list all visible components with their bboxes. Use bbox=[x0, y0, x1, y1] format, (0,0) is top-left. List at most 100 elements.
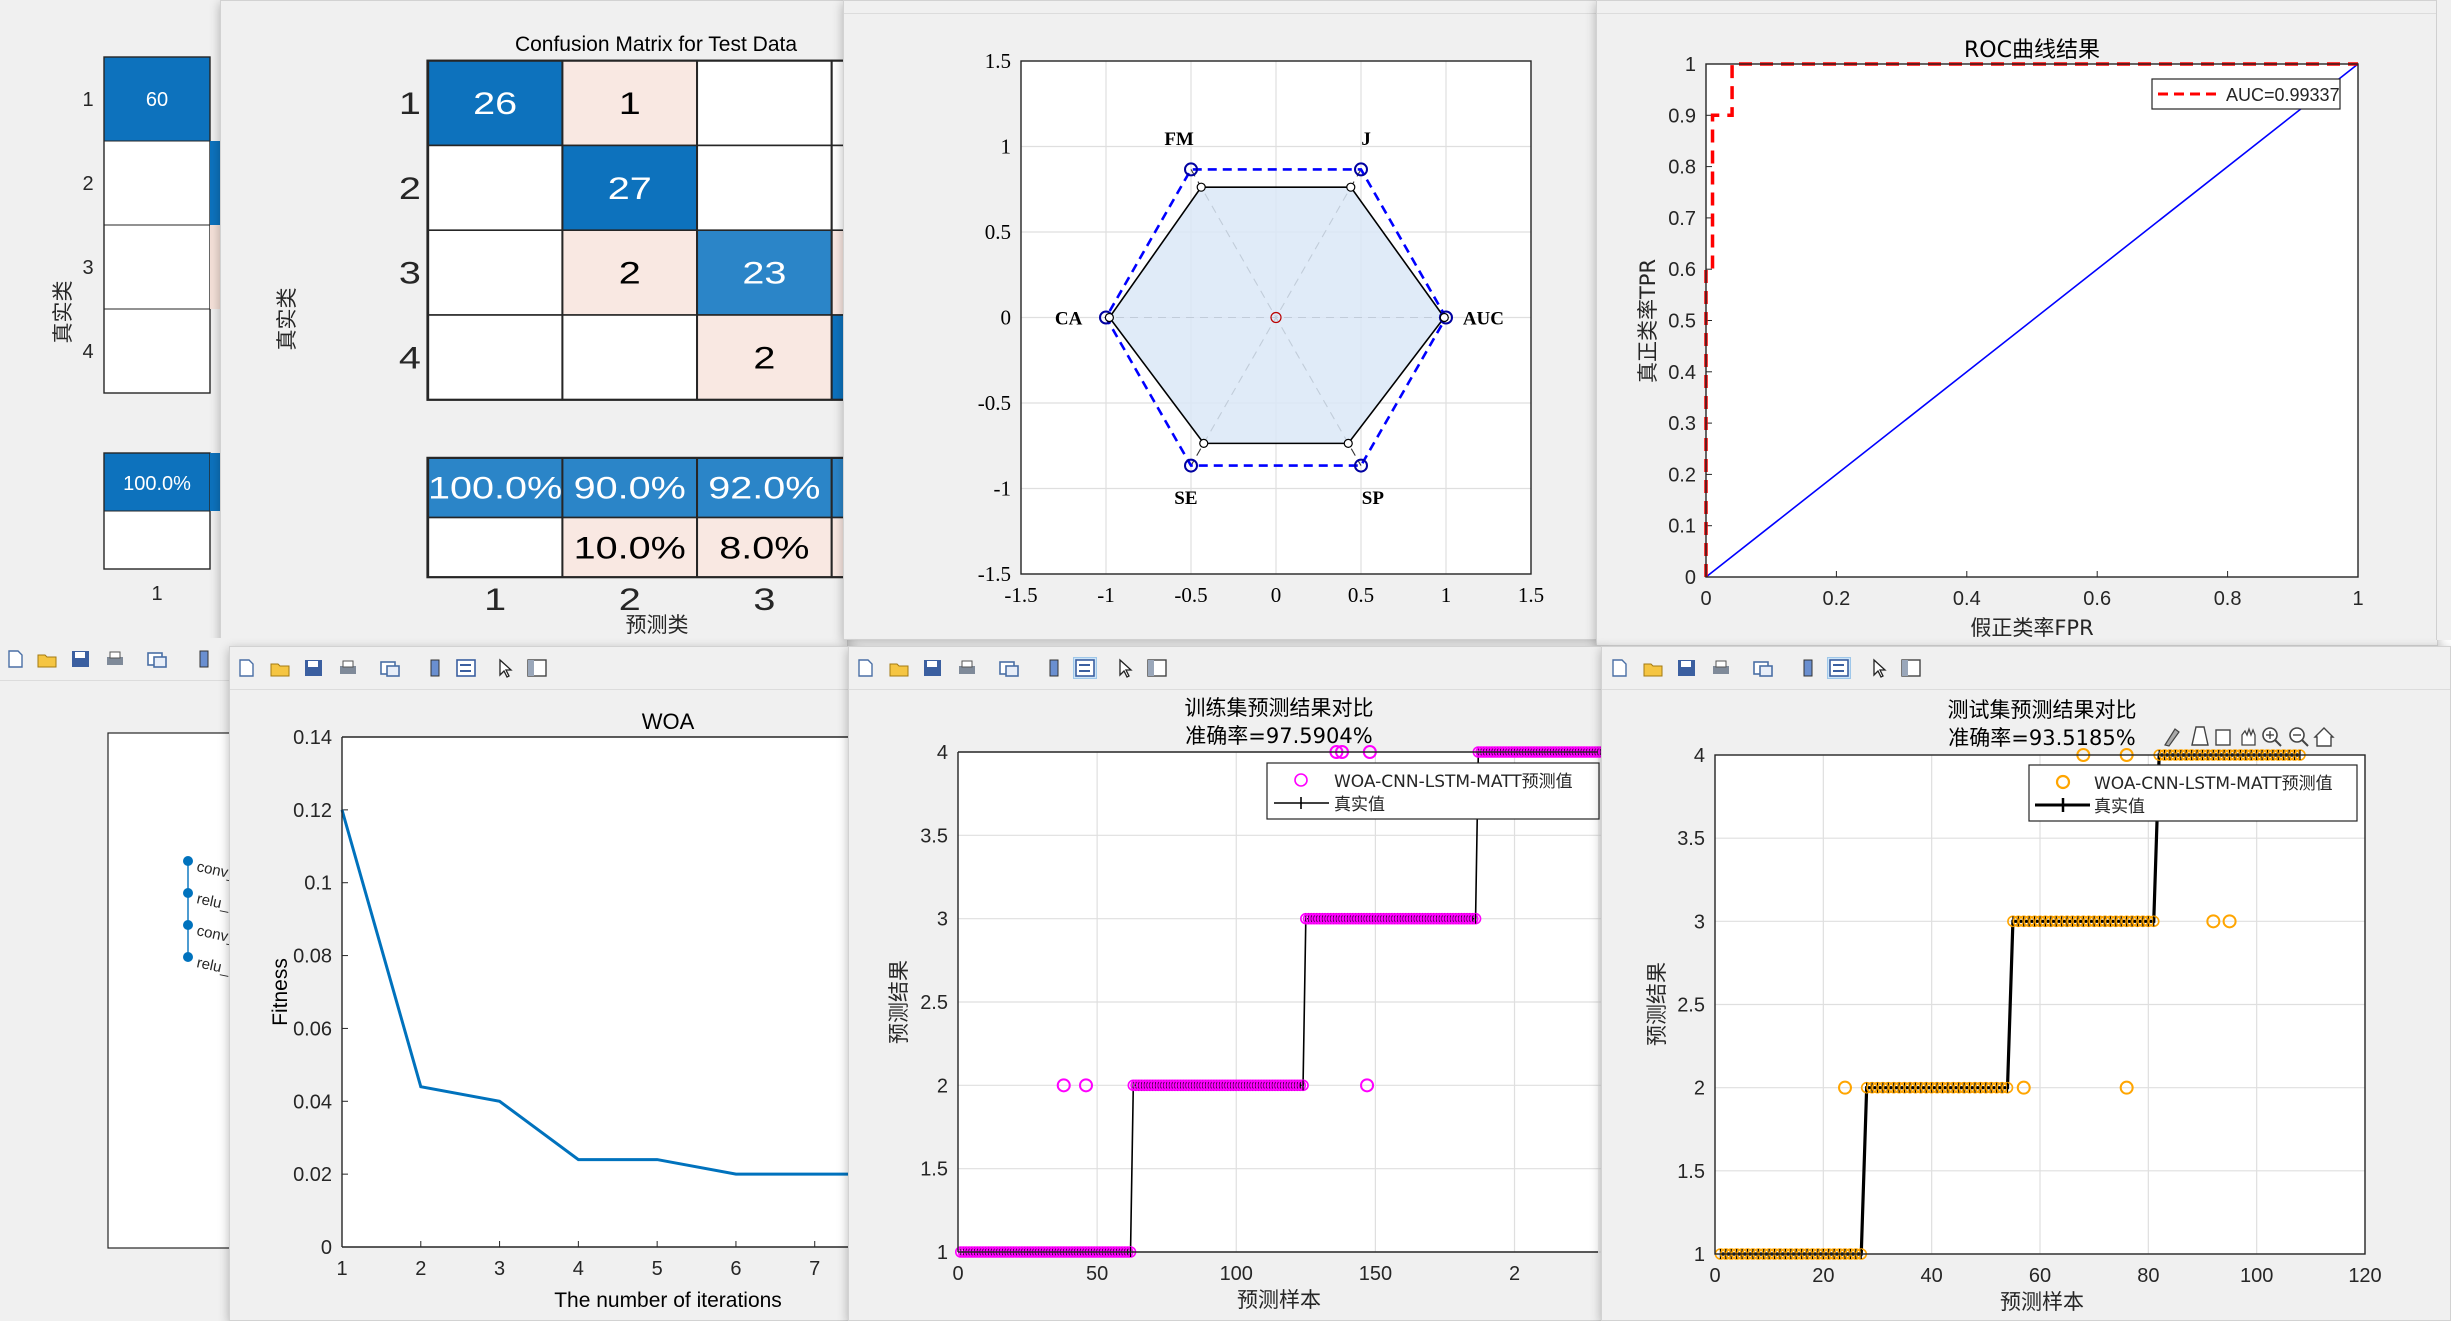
colorbar-icon[interactable] bbox=[194, 649, 216, 669]
pred-ytick: 1 bbox=[937, 1242, 948, 1264]
new-figure-icon[interactable] bbox=[854, 658, 876, 678]
cm-train-row-label-2: 2 bbox=[82, 173, 93, 195]
print-icon[interactable] bbox=[1710, 658, 1732, 678]
new-figure-icon[interactable] bbox=[1608, 658, 1630, 678]
pan-icon[interactable] bbox=[2241, 726, 2256, 746]
brush-icon[interactable] bbox=[2164, 728, 2180, 747]
legend-icon[interactable] bbox=[455, 658, 477, 678]
open-file-icon[interactable] bbox=[36, 649, 58, 669]
zoom-out-icon[interactable] bbox=[2289, 727, 2309, 747]
woa-ytick: 0.14 bbox=[293, 727, 332, 749]
cm-train-ylabel: 真实类 bbox=[51, 281, 75, 344]
train-legend-pred: WOA-CNN-LSTM-MATT预测值 bbox=[1334, 772, 1573, 792]
colorbar-icon[interactable] bbox=[1044, 658, 1066, 678]
woa-ytick: 0.02 bbox=[293, 1164, 332, 1186]
toolbar-test bbox=[1602, 647, 2450, 690]
cm-test-value-1-2: 1 bbox=[619, 86, 641, 121]
export-icon[interactable] bbox=[2215, 729, 2231, 746]
pred-xtick: 0 bbox=[952, 1263, 963, 1285]
data-tips-icon[interactable] bbox=[2191, 726, 2209, 746]
open-file-icon[interactable] bbox=[888, 658, 910, 678]
misclassified-marker bbox=[2016, 1080, 2031, 1095]
radar-value-marker bbox=[1104, 312, 1114, 323]
property-inspector-icon[interactable] bbox=[526, 658, 548, 678]
misclassified-marker bbox=[1838, 1080, 1852, 1095]
edit-plot-icon[interactable] bbox=[496, 658, 518, 678]
property-inspector-icon[interactable] bbox=[1900, 658, 1922, 678]
cm-train-row-label-1: 1 bbox=[82, 89, 93, 111]
cm-test-error-cell-1 bbox=[426, 516, 564, 578]
cm-train-cell-3-2-edge bbox=[210, 225, 222, 309]
roc-ytick: 0.9 bbox=[1668, 105, 1696, 127]
pred-ytick: 3.5 bbox=[1677, 828, 1705, 850]
woa-ytick: 0.06 bbox=[293, 1018, 332, 1040]
cm-test-row-label-3: 3 bbox=[399, 255, 421, 290]
roc-ylabel: 真正类率TPR bbox=[1636, 259, 1660, 383]
layer-label: relu_ bbox=[195, 954, 232, 978]
test-subtitle: 准确率=93.5185% bbox=[1948, 726, 2135, 750]
radar-axis-label-SP: SP bbox=[1362, 488, 1385, 509]
open-file-icon[interactable] bbox=[269, 658, 291, 678]
save-icon[interactable] bbox=[303, 658, 325, 678]
colorbar-icon[interactable] bbox=[425, 658, 447, 678]
radar-value-marker bbox=[1196, 182, 1206, 192]
layer-node bbox=[183, 952, 193, 962]
toolbar-network bbox=[0, 638, 240, 681]
edit-plot-icon[interactable] bbox=[1870, 658, 1892, 678]
woa-xtick: 2 bbox=[415, 1258, 426, 1280]
woa-xtick: 3 bbox=[494, 1258, 505, 1280]
colorbar-icon[interactable] bbox=[1798, 658, 1820, 678]
open-file-icon[interactable] bbox=[1642, 658, 1664, 678]
save-icon[interactable] bbox=[1676, 658, 1698, 678]
figure-window-roc: ROC曲线结果 0 0.2 0.4 0.6 0.8 1 0 0.1 0.2 0.3 0.4 0.5 0.… bbox=[1596, 0, 2438, 646]
woa-fitness-line bbox=[340, 809, 855, 1176]
cm-test-cell-3-3 bbox=[696, 229, 833, 316]
cm-test-title: Confusion Matrix for Test Data bbox=[515, 33, 797, 56]
roc-ytick: 0 bbox=[1685, 567, 1696, 589]
pred-xtick: 100 bbox=[1220, 1263, 1253, 1285]
print-icon[interactable] bbox=[956, 658, 978, 678]
cm-train-cell-4-1 bbox=[103, 308, 211, 394]
new-figure-icon[interactable] bbox=[235, 658, 257, 678]
cm-test-row-label-2: 2 bbox=[399, 171, 421, 206]
misclassified-marker bbox=[2119, 1080, 2134, 1095]
woa-xlabel: The number of iterations bbox=[554, 1289, 782, 1312]
edit-plot-icon[interactable] bbox=[1116, 658, 1138, 678]
radar-ref-marker bbox=[1354, 458, 1368, 473]
legend-icon[interactable] bbox=[1827, 657, 1851, 679]
test-ylabel: 预测结果 bbox=[1645, 962, 1669, 1046]
property-inspector-icon[interactable] bbox=[1146, 658, 1168, 678]
link-plot-icon[interactable] bbox=[998, 658, 1020, 678]
roc-diagonal-line bbox=[1705, 63, 2359, 578]
legend-icon[interactable] bbox=[1073, 657, 1097, 679]
home-icon[interactable] bbox=[2313, 727, 2335, 747]
cm-test-precision-cell-1 bbox=[426, 457, 564, 519]
prediction-marker bbox=[1597, 746, 1603, 758]
figure-window-network: conv_ relu_ conv_ relu_ bbox=[0, 638, 240, 1321]
cm-test-frame bbox=[426, 59, 847, 401]
cm-test-cell-3-1 bbox=[426, 229, 564, 316]
figure-window-woa: WOA 1 2 3 4 5 6 7 0 0.02 0.04 0.06 0.08 0.1 0.12 0.14 … bbox=[229, 646, 856, 1321]
print-icon[interactable] bbox=[337, 658, 359, 678]
train-legend-true: 真实值 bbox=[1334, 795, 1385, 815]
woa-xtick: 6 bbox=[730, 1258, 741, 1280]
save-icon[interactable] bbox=[70, 649, 92, 669]
woa-xtick: 7 bbox=[809, 1258, 820, 1280]
link-plot-icon[interactable] bbox=[146, 649, 168, 669]
toolbar-woa bbox=[230, 647, 855, 690]
radar-chart: -1.5 -1 -0.5 0 0.5 1 1.5 1.5 1 0.5 0 -0.5 -1 -1.5 AUC… bbox=[978, 49, 1544, 607]
radar-ytick: 0 bbox=[1001, 306, 1012, 330]
link-plot-icon[interactable] bbox=[1752, 658, 1774, 678]
roc-xtick: 1 bbox=[2352, 588, 2363, 610]
roc-ytick: 0.8 bbox=[1668, 157, 1696, 179]
cm-train-summary-text: 100.0% bbox=[123, 473, 191, 495]
new-figure-icon[interactable] bbox=[4, 649, 26, 669]
roc-ytick: 0.6 bbox=[1668, 259, 1696, 281]
cm-test-col-label-1: 1 bbox=[484, 582, 506, 617]
link-plot-icon[interactable] bbox=[379, 658, 401, 678]
roc-ytick: 1 bbox=[1685, 54, 1696, 76]
print-icon[interactable] bbox=[104, 649, 126, 669]
save-icon[interactable] bbox=[922, 658, 944, 678]
zoom-in-icon[interactable] bbox=[2262, 727, 2282, 747]
woa-xtick: 5 bbox=[652, 1258, 663, 1280]
